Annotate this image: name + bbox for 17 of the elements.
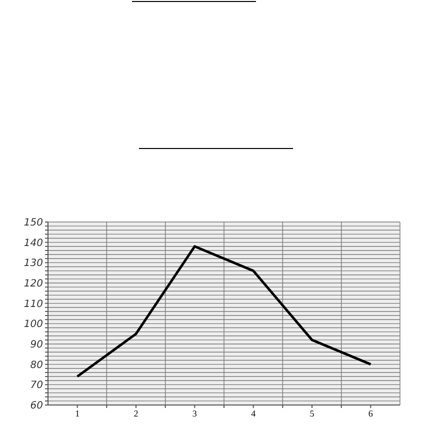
y-tick-label: 80	[30, 360, 43, 371]
x-tick-label: 3	[192, 408, 198, 418]
y-tick-label: 120	[24, 278, 43, 290]
x-tick-label: 6	[368, 408, 374, 418]
y-tick-label: 130	[24, 258, 43, 270]
y-tick-label: 140	[24, 238, 43, 249]
y-tick-label: 70	[30, 380, 43, 392]
x-tick-label: 5	[310, 408, 315, 418]
y-tick-label: 100	[24, 319, 43, 330]
y-tick-label: 90	[30, 340, 43, 351]
y-tick-label: 60	[30, 400, 43, 412]
line-series	[76, 245, 372, 378]
y-tick-label: 150	[24, 218, 43, 229]
x-tick-label: 1	[75, 408, 80, 418]
y-tick-label: 110	[24, 298, 43, 310]
x-tick-label: 2	[134, 408, 138, 418]
x-tick-label: 4	[251, 408, 256, 418]
